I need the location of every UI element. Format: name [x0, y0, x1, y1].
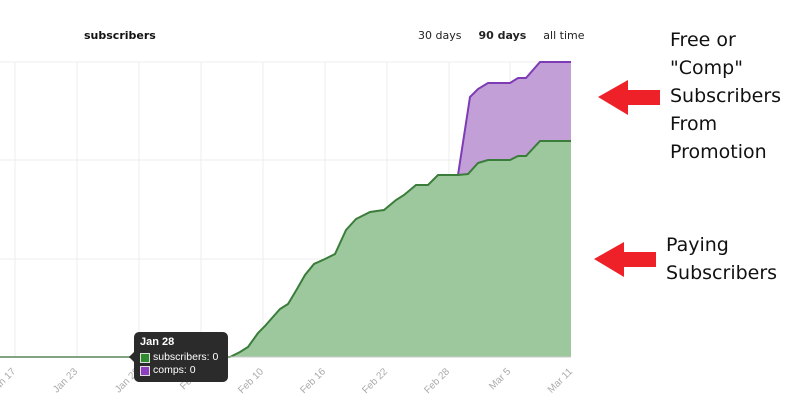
x-label: Feb 28: [422, 366, 452, 396]
annotation-line: From: [670, 113, 718, 135]
chart-tooltip: Jan 28 subscribers: 0 comps: 0: [129, 332, 228, 382]
annotation-line: Subscribers: [670, 85, 782, 107]
x-label: Mar 11: [546, 366, 576, 396]
comps-area: [458, 62, 571, 175]
x-label: Jan 17: [0, 366, 18, 395]
tooltip-subscribers-value: subscribers: 0: [153, 351, 219, 363]
x-axis-labels: Jan 17 Jan 23 Jan 28 Feb 4 Feb 10 Feb 16…: [0, 366, 575, 396]
arrow-left-icon: [598, 80, 660, 115]
tooltip-comps-value: comps: 0: [153, 364, 196, 376]
x-label: Jan 23: [51, 366, 80, 395]
subscribers-area: [0, 141, 571, 357]
x-label: Feb 10: [236, 366, 266, 396]
comps-line: [457, 61, 571, 176]
tab-30-days[interactable]: 30 days: [418, 29, 462, 42]
annotation-line: "Comp": [670, 57, 743, 79]
annotation-line: Subscribers: [666, 262, 778, 284]
arrow-left-icon: [594, 242, 656, 277]
chart-title: subscribers: [84, 29, 156, 42]
annotation-paying-subscribers: Paying Subscribers: [666, 231, 777, 287]
x-label: Feb 22: [360, 366, 390, 396]
swatch-comps-icon: [140, 365, 150, 376]
annotation-comp-subscribers: Free or "Comp" Subscribers From Promotio…: [670, 26, 781, 166]
annotation-line: Paying: [666, 234, 729, 256]
range-tabs: 30 days 90 days all time: [418, 29, 585, 42]
tab-90-days[interactable]: 90 days: [478, 29, 527, 42]
annotation-line: Promotion: [670, 141, 767, 163]
swatch-subscribers-icon: [140, 352, 150, 363]
tooltip-row-comps: comps: 0: [140, 364, 222, 377]
x-label: Feb 16: [298, 366, 328, 396]
subscribers-line: [0, 140, 571, 358]
tooltip-date: Jan 28: [140, 336, 175, 348]
annotation-line: Free or: [670, 29, 736, 51]
tooltip-row-subscribers: subscribers: 0: [140, 351, 222, 364]
x-label: Mar 5: [487, 366, 513, 392]
tab-all-time[interactable]: all time: [543, 29, 585, 42]
